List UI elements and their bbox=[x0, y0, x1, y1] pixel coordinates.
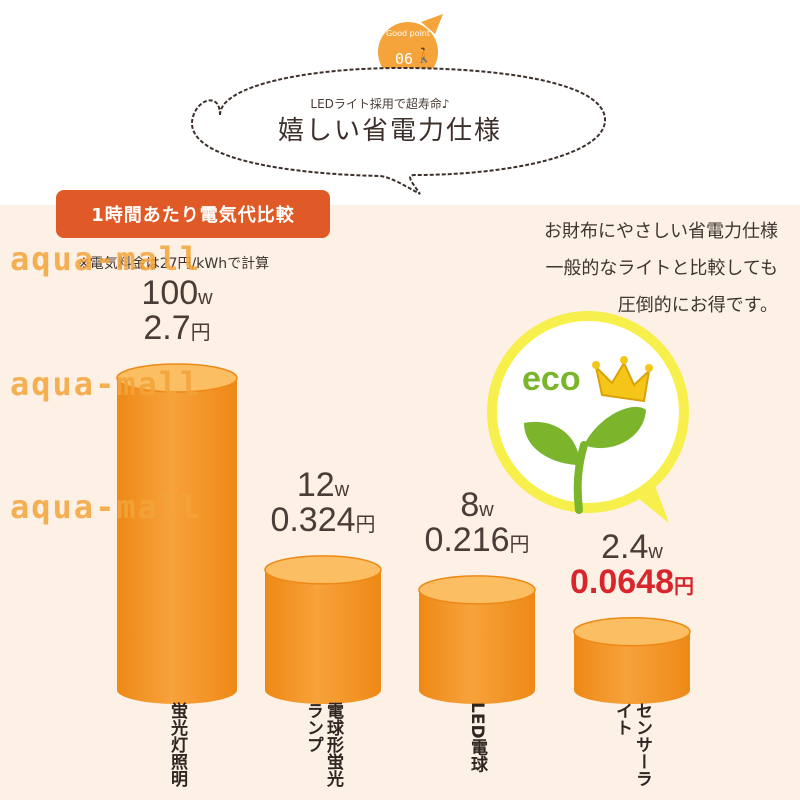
bar-value-label: 100w 2.7円 bbox=[87, 274, 267, 348]
description-line: お財布にやさしい省電力仕様 bbox=[544, 221, 778, 242]
category-label: LED電球 bbox=[467, 702, 487, 773]
calculation-note: ※電気料金は27円/kWhで計算 bbox=[78, 256, 270, 272]
watt-label: 8w bbox=[460, 485, 494, 524]
watermark: aqua-mall bbox=[10, 488, 202, 526]
category-label-line: ライト bbox=[612, 702, 652, 787]
bar bbox=[573, 617, 691, 704]
description: お財布にやさしい省電力仕様 一般的なライトと比較しても 圧倒的にお得です。 bbox=[438, 213, 778, 324]
category-label-line: 蛍光灯照明 bbox=[167, 702, 187, 787]
description-line: 一般的なライトと比較しても bbox=[545, 258, 778, 279]
bar-body bbox=[419, 589, 535, 704]
crown-icon bbox=[592, 356, 653, 403]
person-icon: 🚶 bbox=[415, 48, 433, 64]
bar-value-label: 2.4w 0.0648円 bbox=[542, 528, 722, 602]
watt-label: 12w bbox=[296, 465, 350, 504]
cost-label: 0.216円 bbox=[424, 520, 530, 559]
category-label: 蛍光灯照明 bbox=[167, 702, 187, 787]
cost-label: 0.324円 bbox=[270, 500, 376, 539]
good-point-badge: Good point 06 🚶 bbox=[377, 12, 451, 86]
cost-label: 0.0648円 bbox=[570, 562, 694, 601]
category-label-line: 蛍光ランプ bbox=[303, 702, 343, 787]
bar-body bbox=[574, 631, 690, 704]
bar bbox=[264, 555, 382, 704]
badge-label: Good point bbox=[385, 29, 430, 38]
watt-label: 100w bbox=[141, 274, 213, 312]
bar-value-label: 12w 0.324円 bbox=[233, 466, 413, 540]
bar-top bbox=[116, 363, 238, 393]
speech-bubble bbox=[190, 66, 607, 195]
bar bbox=[418, 575, 536, 704]
bar-top bbox=[573, 617, 691, 647]
bar-top bbox=[418, 575, 536, 605]
description-line: 圧倒的にお得です。 bbox=[617, 295, 778, 316]
page-title: 嬉しい省電力仕様 bbox=[277, 116, 502, 146]
category-label-line: LED電球 bbox=[467, 702, 487, 773]
eco-label: eco bbox=[522, 360, 581, 398]
badge-circle bbox=[378, 14, 443, 82]
watermark: aqua-mall bbox=[10, 240, 202, 278]
bar-body bbox=[117, 378, 237, 704]
watt-label: 2.4w bbox=[601, 527, 663, 566]
category-label-line: 電球形 bbox=[323, 702, 343, 753]
category-label: 電球形蛍光ランプ bbox=[303, 702, 343, 800]
bar-top bbox=[264, 555, 382, 585]
bar bbox=[116, 363, 238, 704]
header-subtitle: LEDライト採用で超寿命♪ bbox=[310, 97, 450, 111]
comparison-tag: 1時間あたり電気代比較 bbox=[56, 190, 330, 238]
category-label-line: センサー bbox=[632, 702, 652, 770]
eco-badge bbox=[487, 311, 689, 523]
bar-body bbox=[265, 569, 381, 704]
cost-label: 2.7円 bbox=[143, 309, 211, 347]
sprout-icon bbox=[524, 406, 646, 514]
bar-value-label: 8w 0.216円 bbox=[387, 486, 567, 560]
badge-number: 06 bbox=[395, 50, 414, 68]
category-label: センサーライト bbox=[612, 702, 652, 800]
watermark: aqua-mall bbox=[10, 365, 202, 403]
